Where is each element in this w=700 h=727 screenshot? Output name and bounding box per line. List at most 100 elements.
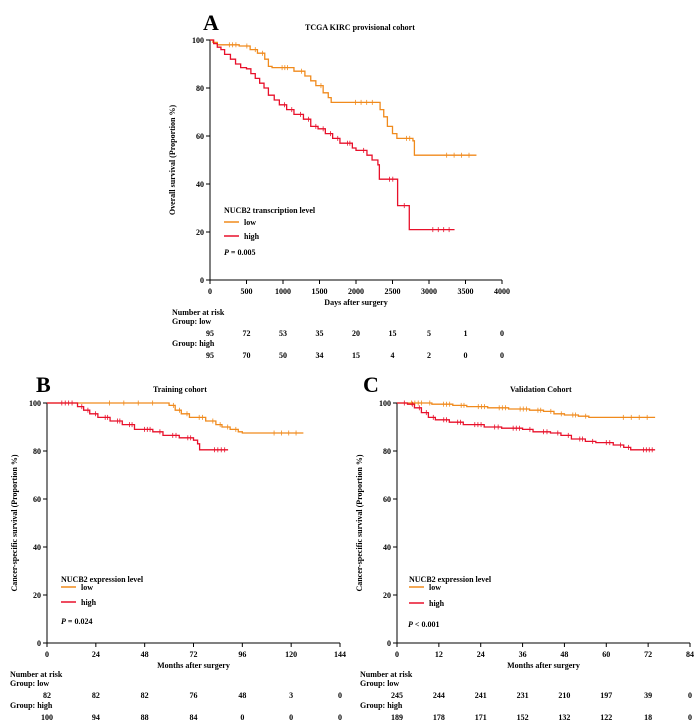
risk-high-count: 34 — [316, 351, 324, 360]
x-axis-label: Months after surgery — [157, 661, 230, 670]
risk-low-count: 0 — [500, 329, 504, 338]
y-tick-label: 100 — [379, 399, 391, 408]
risk-high-count: 152 — [517, 713, 529, 722]
legend-label-high: high — [244, 232, 260, 241]
legend-title: NUCB2 transcription level — [224, 206, 316, 215]
x-tick-label: 1000 — [275, 287, 291, 296]
y-tick-label: 20 — [33, 591, 41, 600]
x-tick-label: 500 — [241, 287, 253, 296]
risk-low-count: 197 — [600, 691, 612, 700]
risk-group-low-label: Group: low — [172, 317, 211, 326]
x-axis-label: Months after surgery — [507, 661, 580, 670]
y-tick-label: 80 — [383, 447, 391, 456]
y-tick-label: 100 — [29, 399, 41, 408]
legend-label-high: high — [81, 598, 97, 607]
x-tick-label: 96 — [238, 650, 246, 659]
risk-high-count: 2 — [427, 351, 431, 360]
y-tick-label: 40 — [33, 543, 41, 552]
x-tick-label: 48 — [560, 650, 568, 659]
risk-low-count: 95 — [206, 329, 214, 338]
risk-low-count: 1 — [464, 329, 468, 338]
risk-high-count: 178 — [433, 713, 445, 722]
legend-label-low: low — [81, 583, 93, 592]
x-tick-label: 2000 — [348, 287, 364, 296]
risk-low-count: 72 — [243, 329, 251, 338]
risk-header: Number at risk — [10, 670, 63, 679]
x-tick-label: 120 — [285, 650, 297, 659]
risk-low-count: 241 — [475, 691, 487, 700]
legend-label-low: low — [429, 583, 441, 592]
y-tick-label: 60 — [196, 132, 204, 141]
risk-low-count: 76 — [190, 691, 198, 700]
risk-low-count: 231 — [517, 691, 529, 700]
y-tick-label: 20 — [383, 591, 391, 600]
risk-low-count: 3 — [289, 691, 293, 700]
series-line-low — [47, 402, 304, 434]
risk-low-count: 245 — [391, 691, 403, 700]
p-value: P < 0.001 — [408, 620, 439, 629]
y-tick-label: 0 — [200, 276, 204, 285]
p-value: P = 0.005 — [224, 248, 255, 257]
risk-low-count: 35 — [316, 329, 324, 338]
legend-label-high: high — [429, 599, 445, 608]
y-tick-label: 60 — [33, 495, 41, 504]
x-tick-label: 24 — [92, 650, 100, 659]
risk-high-count: 94 — [92, 713, 100, 722]
y-tick-label: 40 — [196, 180, 204, 189]
risk-high-count: 122 — [600, 713, 612, 722]
risk-header: Number at risk — [172, 308, 225, 317]
series-line-high — [397, 402, 656, 451]
risk-low-count: 20 — [352, 329, 360, 338]
series-line-high — [210, 39, 455, 231]
p-value: P = 0.024 — [61, 617, 92, 626]
risk-high-count: 0 — [240, 713, 244, 722]
panel-letter-a: A — [203, 10, 219, 35]
risk-high-count: 4 — [391, 351, 395, 360]
chart-title: TCGA KIRC provisional cohort — [305, 23, 415, 32]
y-axis-label: Cancer-specific survival (Proportion %) — [355, 454, 364, 591]
risk-low-count: 82 — [141, 691, 149, 700]
x-axis-label: Days after surgery — [324, 298, 387, 307]
y-tick-label: 0 — [37, 639, 41, 648]
series-line-high — [47, 402, 229, 451]
y-axis-label: Cancer-specific survival (Proportion %) — [10, 454, 19, 591]
chart-title: Training cohort — [153, 385, 207, 394]
y-tick-label: 60 — [383, 495, 391, 504]
panel-b: Training cohort 0 20 40 60 80 100 0 24 48 72 96 120 1… — [10, 385, 346, 722]
panel-letter-c: C — [363, 372, 379, 397]
x-tick-label: 0 — [395, 650, 399, 659]
y-tick-label: 80 — [33, 447, 41, 456]
risk-high-count: 100 — [41, 713, 53, 722]
chart-title: Validation Cohort — [510, 385, 572, 394]
x-tick-label: 48 — [141, 650, 149, 659]
panel-c: Validation Cohort 0 20 40 60 80 100 0 12 24 36 48 60… — [355, 385, 694, 722]
panel-a: TCGA KIRC provisional cohort020406080100… — [168, 23, 510, 360]
y-tick-label: 0 — [387, 639, 391, 648]
x-tick-label: 2500 — [385, 287, 401, 296]
y-axis-label: Overall survival (Proportion %) — [168, 105, 177, 216]
panel-letter-b: B — [36, 372, 51, 397]
risk-high-count: 132 — [558, 713, 570, 722]
series-line-low — [397, 402, 656, 419]
risk-high-count: 15 — [352, 351, 360, 360]
risk-low-count: 82 — [92, 691, 100, 700]
legend-title: NUCB2 expression level — [61, 575, 144, 584]
y-tick-label: 20 — [196, 228, 204, 237]
risk-header: Number at risk — [360, 670, 413, 679]
x-tick-label: 3000 — [421, 287, 437, 296]
x-tick-label: 0 — [45, 650, 49, 659]
x-tick-label: 72 — [644, 650, 652, 659]
risk-low-count: 0 — [338, 691, 342, 700]
legend-title: NUCB2 expression level — [409, 575, 492, 584]
x-tick-label: 12 — [435, 650, 443, 659]
x-tick-label: 36 — [519, 650, 527, 659]
risk-low-count: 15 — [389, 329, 397, 338]
risk-low-count: 5 — [427, 329, 431, 338]
risk-low-count: 53 — [279, 329, 287, 338]
risk-high-count: 0 — [688, 713, 692, 722]
risk-high-count: 0 — [289, 713, 293, 722]
x-tick-label: 24 — [477, 650, 485, 659]
y-tick-label: 100 — [192, 36, 204, 45]
y-tick-label: 40 — [383, 543, 391, 552]
